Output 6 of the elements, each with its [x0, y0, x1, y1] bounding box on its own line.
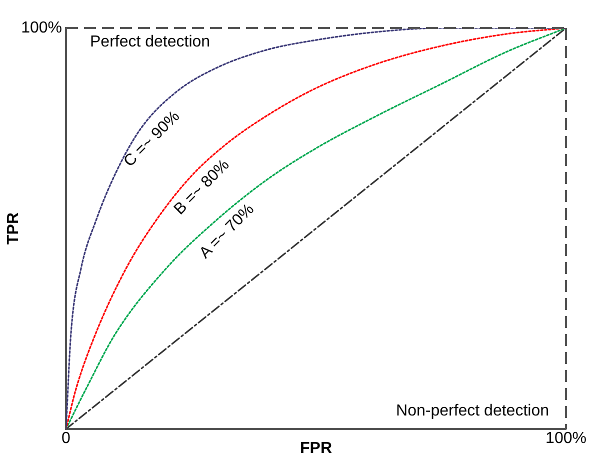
x-tick-label: 0 — [62, 430, 71, 448]
ref-line-label: Perfect detection — [90, 33, 210, 50]
ref-line-label: Non-perfect detection — [396, 402, 549, 420]
text: 100% — [21, 19, 62, 36]
x-axis-title: FPR — [300, 440, 332, 457]
y-axis-title: TPR — [5, 212, 22, 244]
